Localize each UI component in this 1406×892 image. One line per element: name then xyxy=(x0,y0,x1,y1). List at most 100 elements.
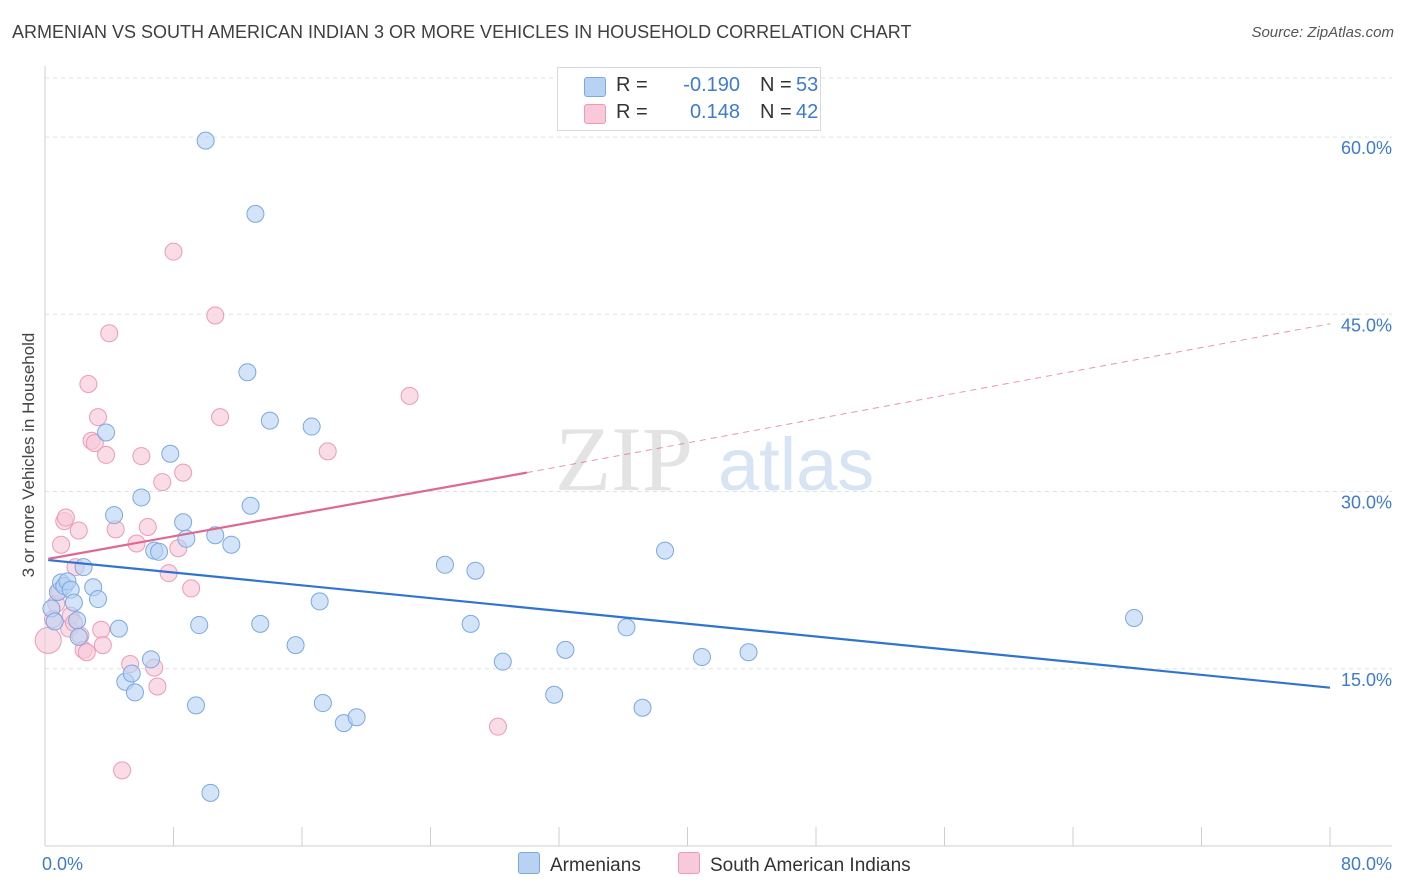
data-point-south-american-indians xyxy=(400,386,419,405)
chart-title: ARMENIAN VS SOUTH AMERICAN INDIAN 3 OR M… xyxy=(12,22,912,42)
data-point-armenians xyxy=(69,627,88,646)
data-point-armenians xyxy=(105,506,124,525)
data-point-armenians xyxy=(97,423,116,442)
data-point-armenians xyxy=(556,640,575,659)
data-point-armenians xyxy=(656,541,675,560)
series-legend-south-american-indians[interactable]: South American Indians xyxy=(678,852,911,877)
y-tick-label: 30.0% xyxy=(1341,493,1392,513)
data-point-south-american-indians xyxy=(93,636,112,655)
series-legend-armenians[interactable]: Armenians xyxy=(518,852,641,877)
data-point-armenians xyxy=(692,647,711,666)
data-point-south-american-indians xyxy=(52,535,71,554)
data-point-south-american-indians xyxy=(318,442,337,461)
data-point-south-american-indians xyxy=(153,473,172,492)
series-legend-label: Armenians xyxy=(550,855,641,876)
data-point-armenians xyxy=(64,593,83,612)
data-point-south-american-indians xyxy=(100,324,119,343)
legend: R = -0.190 N = 53 R = 0.148 N = 42 xyxy=(557,67,821,131)
data-point-armenians xyxy=(125,683,144,702)
data-point-armenians xyxy=(246,204,265,223)
legend-swatch-blue xyxy=(518,852,540,874)
data-point-armenians xyxy=(174,513,193,532)
watermark-atlas: atlas xyxy=(718,423,874,506)
data-point-armenians xyxy=(68,611,87,630)
data-point-armenians xyxy=(493,652,512,671)
data-point-south-american-indians xyxy=(113,761,132,780)
data-point-armenians xyxy=(739,643,758,662)
data-point-armenians xyxy=(238,363,257,382)
series-legend: Armenians South American Indians xyxy=(0,852,1406,878)
legend-r-label: R = xyxy=(616,74,648,96)
data-point-armenians xyxy=(347,708,366,727)
data-point-south-american-indians xyxy=(138,517,157,536)
legend-swatch-blue xyxy=(584,77,606,97)
data-point-armenians xyxy=(109,619,128,638)
data-point-south-american-indians xyxy=(174,463,193,482)
data-point-south-american-indians xyxy=(206,306,225,325)
data-point-armenians xyxy=(161,444,180,463)
data-point-armenians xyxy=(313,694,332,713)
x-tick-label: 0.0% xyxy=(42,854,83,874)
data-point-armenians xyxy=(545,685,564,704)
data-point-armenians xyxy=(302,417,321,436)
data-point-south-american-indians xyxy=(34,626,62,654)
data-point-armenians xyxy=(251,614,270,633)
data-point-south-american-indians xyxy=(132,447,151,466)
data-point-armenians xyxy=(1125,608,1144,627)
data-point-south-american-indians xyxy=(77,643,96,662)
data-point-armenians xyxy=(45,612,64,631)
y-axis-label: 3 or more Vehicles in Household xyxy=(19,333,38,578)
trend-line-armenians xyxy=(48,558,1331,689)
data-point-armenians xyxy=(617,618,636,637)
data-point-armenians xyxy=(150,542,169,561)
legend-n-value: 53 xyxy=(796,74,819,96)
data-point-south-american-indians xyxy=(211,408,230,427)
data-point-armenians xyxy=(466,561,485,580)
data-point-south-american-indians xyxy=(85,434,104,453)
data-point-armenians xyxy=(241,496,260,515)
legend-swatch-pink xyxy=(584,104,606,124)
data-point-south-american-indians xyxy=(92,620,111,639)
watermark: ZIP atlas xyxy=(555,408,874,510)
data-point-armenians xyxy=(633,698,652,717)
legend-n-value: 42 xyxy=(796,101,819,123)
data-point-armenians xyxy=(142,650,161,669)
data-point-armenians xyxy=(222,535,241,554)
data-point-south-american-indians xyxy=(56,508,75,527)
data-point-south-american-indians xyxy=(97,445,116,464)
data-point-armenians xyxy=(286,636,305,655)
source-note: Source: ZipAtlas.com xyxy=(1251,24,1394,41)
watermark-zip: ZIP xyxy=(555,408,693,510)
trend-line-extension-south-american-indians xyxy=(526,323,1331,474)
data-point-armenians xyxy=(201,783,220,802)
legend-r-value: -0.190 xyxy=(683,74,740,96)
legend-n-label: N = xyxy=(760,74,792,96)
data-point-armenians xyxy=(196,131,215,150)
data-point-armenians xyxy=(310,592,329,611)
data-point-armenians xyxy=(435,555,454,574)
y-tick-label: 60.0% xyxy=(1341,138,1392,158)
data-point-south-american-indians xyxy=(164,242,183,261)
trend-line-south-american-indians xyxy=(48,471,528,560)
legend-r-label: R = xyxy=(616,101,648,123)
data-point-armenians xyxy=(186,696,205,715)
data-point-armenians xyxy=(260,411,279,430)
series-legend-label: South American Indians xyxy=(710,855,911,876)
data-point-south-american-indians xyxy=(79,375,98,394)
y-tick-label: 45.0% xyxy=(1341,315,1392,335)
data-point-armenians xyxy=(74,558,93,577)
data-point-south-american-indians xyxy=(182,579,201,598)
data-point-armenians xyxy=(89,590,108,609)
legend-r-value: 0.148 xyxy=(689,101,740,123)
data-point-armenians xyxy=(132,488,151,507)
legend-n-label: N = xyxy=(760,101,792,123)
data-point-armenians xyxy=(122,664,141,683)
data-point-south-american-indians xyxy=(89,408,108,427)
x-tick-label: 80.0% xyxy=(1341,854,1392,874)
data-point-armenians xyxy=(206,526,225,545)
data-point-armenians xyxy=(190,616,209,635)
data-point-south-american-indians xyxy=(148,677,167,696)
data-point-south-american-indians xyxy=(488,717,507,736)
y-tick-label: 15.0% xyxy=(1341,670,1392,690)
